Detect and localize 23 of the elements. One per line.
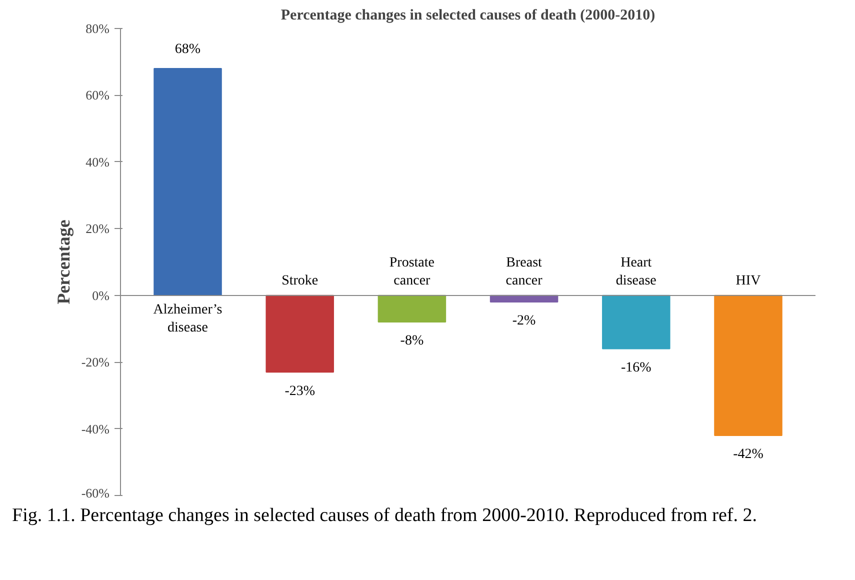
y-tick-label: 60% — [86, 88, 110, 103]
x-tick-label: Breast cancer — [506, 255, 543, 288]
y-tick-label: 80% — [86, 21, 110, 36]
chart-title: Percentage changes in selected causes of death (2000-2010) — [280, 8, 656, 24]
y-tick-label: -60% — [81, 486, 110, 500]
data-label: -16% — [620, 360, 652, 376]
data-label: -42% — [733, 447, 764, 462]
data-label: -2% — [512, 314, 536, 329]
x-tick-label: Alzheimer’s disease — [153, 302, 222, 336]
y-tick-label: 40% — [86, 154, 110, 170]
y-tick-label: 0% — [92, 288, 110, 303]
x-tick-label: Stroke — [282, 273, 318, 288]
data-label: 68% — [174, 42, 201, 57]
y-tick-label: -20% — [81, 354, 110, 370]
x-tick-label: Heart disease — [616, 255, 656, 288]
caption: Fig. 1.1. Percentage changes in selected causes of death from 2000-2010. Reproduced from ref. 2. — [12, 505, 757, 528]
y-tick-label: -40% — [81, 421, 110, 436]
data-label: -23% — [284, 384, 316, 399]
x-tick-label: Prostate cancer — [389, 255, 435, 288]
y-axis-title: Percentage — [53, 220, 74, 304]
y-tick-label: 20% — [86, 221, 110, 236]
data-label: -8% — [400, 334, 424, 349]
x-tick-label: HIV — [736, 273, 761, 288]
